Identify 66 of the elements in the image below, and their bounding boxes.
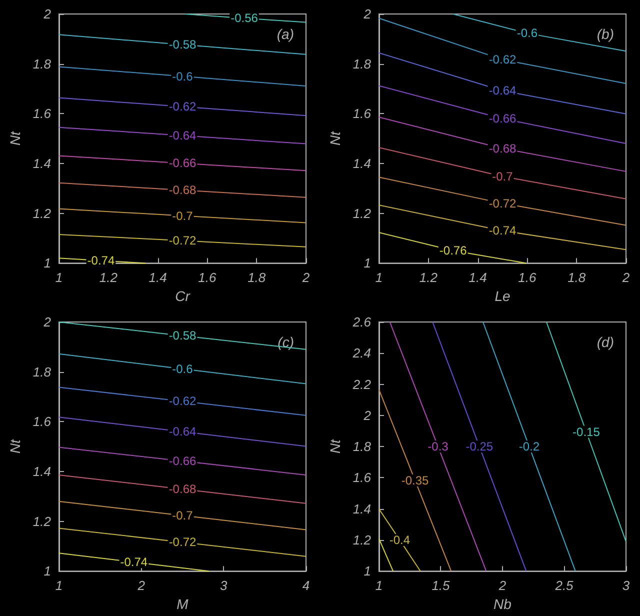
annotation: (a): [276, 26, 294, 42]
x-tick-label: 3: [220, 578, 228, 594]
y-axis-title: Nt: [7, 130, 23, 146]
y-tick-label: 1.2: [32, 206, 52, 221]
x-tick-label: 1: [375, 578, 383, 594]
y-tick-label: 1.4: [352, 501, 371, 516]
y-tick-label: 1: [364, 256, 371, 271]
y-tick-label: 1: [364, 564, 371, 579]
x-tick-label: 1.6: [198, 270, 217, 286]
series-label: -0.15: [572, 424, 600, 439]
series-label: -0.2: [518, 440, 540, 454]
y-tick-label: 1.6: [32, 106, 52, 122]
series-label: -0.35: [401, 473, 430, 488]
x-tick-label: 1: [55, 578, 63, 594]
x-tick-label: 1.4: [468, 270, 487, 286]
x-tick-label: 1.5: [432, 578, 451, 594]
annotation: (d): [596, 334, 614, 350]
y-tick-label: 2: [362, 6, 372, 22]
y-tick-label: 1.6: [352, 470, 372, 486]
x-tick-label: 4: [302, 578, 310, 594]
y-axis-title: Nt: [327, 438, 343, 454]
y-tick-label: 1.8: [352, 56, 372, 72]
series-label: -0.25: [466, 440, 494, 454]
y-tick-label: 2.4: [352, 346, 371, 361]
series-label: -0.3: [428, 440, 449, 454]
x-tick-label: 1.2: [419, 270, 438, 286]
x-tick-label: 1.8: [568, 270, 586, 286]
x-axis-title: Cr: [175, 288, 192, 304]
annotation: (c): [278, 334, 294, 350]
x-tick-label: 1.4: [148, 270, 167, 286]
y-tick-label: 1.6: [352, 106, 372, 122]
x-tick-label: 2: [136, 578, 146, 594]
y-tick-label: 1: [44, 564, 51, 579]
y-tick-label: 1.4: [32, 156, 51, 171]
x-tick-label: 2: [301, 270, 310, 286]
y-tick-label: 1: [44, 256, 51, 271]
x-tick-label: 2: [621, 270, 630, 286]
x-tick-label: 1.8: [248, 270, 266, 286]
x-axis-title: M: [176, 596, 189, 612]
y-tick-label: 1.4: [352, 156, 371, 171]
y-tick-label: 1.8: [32, 364, 52, 380]
y-axis-title: Nt: [327, 130, 343, 146]
x-tick-label: 1.2: [99, 270, 118, 286]
y-tick-label: 2.6: [352, 314, 372, 330]
y-tick-label: 1.2: [352, 532, 372, 548]
series-label: -0.4: [389, 532, 410, 547]
x-tick-label: 2: [498, 578, 507, 594]
y-axis-title: Nt: [7, 438, 23, 454]
y-tick-label: 2.2: [352, 376, 372, 392]
y-tick-label: 2: [42, 314, 52, 330]
y-tick-label: 2: [42, 6, 52, 22]
x-tick-label: 1: [375, 270, 383, 286]
y-tick-label: 1.2: [352, 206, 372, 221]
y-tick-label: 1.8: [352, 439, 372, 454]
x-tick-label: 2.5: [554, 578, 574, 594]
y-tick-label: 1.2: [32, 514, 52, 529]
y-tick-label: 2: [362, 408, 372, 423]
x-axis-title: Nb: [494, 596, 512, 612]
x-tick-label: 1: [55, 270, 63, 286]
x-tick-label: 1.6: [518, 270, 537, 286]
x-axis-title: Le: [494, 288, 510, 304]
y-tick-label: 1.4: [32, 464, 51, 479]
annotation: (b): [596, 26, 614, 42]
x-tick-label: 3: [622, 578, 630, 594]
y-tick-label: 1.8: [32, 56, 52, 72]
y-tick-label: 1.6: [32, 414, 52, 430]
